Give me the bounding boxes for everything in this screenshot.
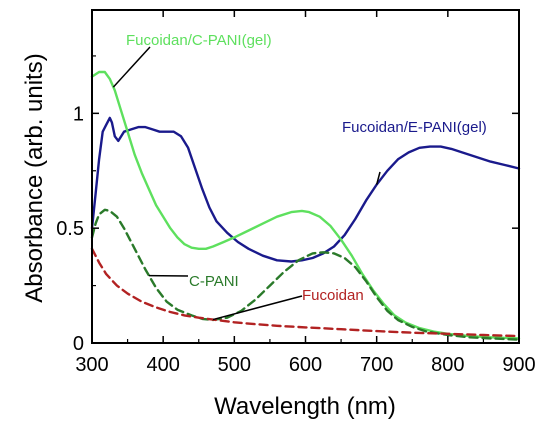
annotation-fucoidan: Fucoidan — [302, 287, 364, 304]
series-line-3 — [90, 247, 521, 338]
x-tick-label-800: 800 — [431, 354, 464, 376]
series-line-1 — [90, 70, 521, 340]
x-tick-label-500: 500 — [218, 354, 251, 376]
x-axis-title: Wavelength (nm) — [214, 393, 396, 420]
annotation-leader-1 — [375, 171, 381, 185]
annotation-leader-0 — [112, 46, 151, 88]
annotation-leaders — [112, 46, 381, 321]
annotation-fucoidan-e-pani-gel: Fucoidan/E-PANI(gel) — [342, 119, 487, 136]
annotation-layer: Fucoidan/C-PANI(gel) Fucoidan/E-PANI(gel… — [126, 32, 487, 304]
y-tick-label-0: 0 — [73, 333, 84, 355]
annotation-fucoidan-c-pani-gel: Fucoidan/C-PANI(gel) — [126, 32, 272, 49]
x-tick-label-900: 900 — [502, 354, 535, 376]
series-layer — [90, 70, 521, 341]
x-tick-label-700: 700 — [360, 354, 393, 376]
y-tick-label-0.5: 0.5 — [56, 218, 84, 240]
x-tick-label-300: 300 — [75, 354, 108, 376]
y-tick-label-1: 1 — [73, 103, 84, 125]
x-tick-label-600: 600 — [289, 354, 322, 376]
annotation-c-pani: C-PANI — [189, 273, 239, 290]
series-line-0 — [90, 116, 521, 263]
y-axis-title: Absorbance (arb. units) — [21, 53, 48, 302]
annotation-leader-3 — [212, 295, 303, 321]
series-line-2 — [90, 208, 521, 341]
tick-layer: 300 400 500 600 700 800 900 0 0.5 1 — [56, 10, 536, 376]
x-tick-label-400: 400 — [146, 354, 179, 376]
